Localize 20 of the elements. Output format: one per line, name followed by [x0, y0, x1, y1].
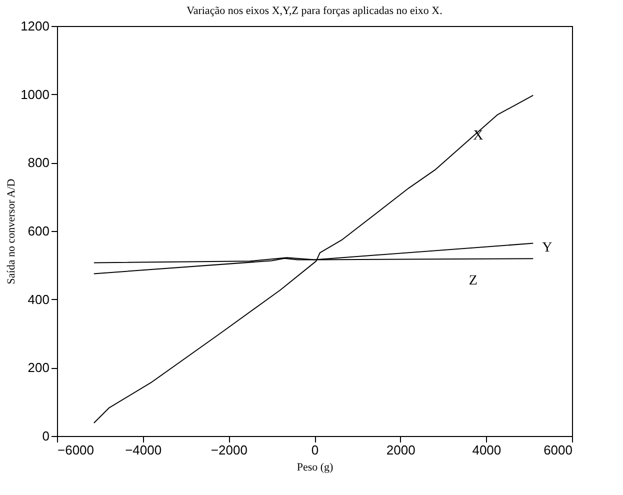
y-tick-label: 1000 [20, 86, 50, 102]
series-label: Z [468, 274, 478, 289]
y-tick-label: 200 [28, 360, 50, 376]
x-tick-label: 6000 [544, 442, 572, 458]
y-tick-label: 1200 [20, 18, 50, 34]
series-label: Y [542, 240, 552, 256]
x-tick-label: −4000 [125, 442, 162, 458]
x-axis-title: Peso (g) [296, 462, 334, 474]
chart-title: Variação nos eixos X,Y,Z para forças aplicadas no eixo X. [186, 5, 443, 17]
x-tick-label: 4000 [472, 442, 502, 458]
y-tick-label: 800 [28, 155, 50, 170]
x-tick-label: 2000 [386, 442, 416, 458]
y-tick-label: 0 [42, 428, 50, 444]
x-tick-label: 0 [311, 442, 319, 458]
x-tick-label: −2000 [210, 442, 248, 458]
series-label: X [473, 128, 484, 144]
y-tick-label: 600 [28, 224, 50, 238]
y-axis-title: Saída no conversor A/D [6, 178, 18, 284]
x-tick-label: −6000 [58, 442, 94, 458]
y-tick-label: 400 [28, 292, 50, 307]
